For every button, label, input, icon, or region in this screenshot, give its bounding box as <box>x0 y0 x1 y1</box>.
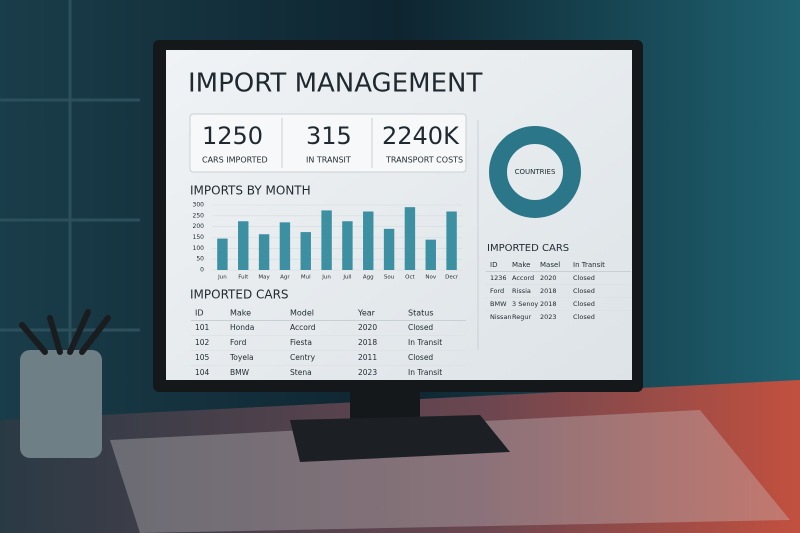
table-cell: 1236 <box>490 274 507 282</box>
table-cell: Closed <box>408 353 433 362</box>
pens <box>19 309 111 355</box>
table-cell: Closed <box>573 287 595 295</box>
table-cell: Ford <box>490 287 504 295</box>
column-header: Model <box>290 309 314 318</box>
table-cell: Closed <box>573 313 595 321</box>
column-header: Masel <box>540 261 560 269</box>
blueprint <box>110 410 790 533</box>
x-tick-label: Agg <box>363 275 374 281</box>
table-cell: Centry <box>290 353 316 362</box>
bar <box>258 234 270 270</box>
y-tick-label: 50 <box>196 256 204 263</box>
pen-cup <box>20 350 102 458</box>
y-tick-label: 250 <box>193 212 205 219</box>
table-title: IMPORTED CARS <box>190 288 289 302</box>
monitor-base <box>290 415 510 462</box>
table-cell: BMW <box>490 300 507 308</box>
table-cell: Honda <box>230 323 254 332</box>
column-header: In Transit <box>573 261 605 269</box>
bar <box>321 210 332 270</box>
bar <box>425 239 436 270</box>
table-cell: Fiesta <box>290 338 312 347</box>
column-header: Make <box>512 261 530 269</box>
kpi-label: CARS IMPORTED <box>202 156 268 165</box>
dashboard-title: IMPORT MANAGEMENT <box>188 69 482 99</box>
kpi-value: 315 <box>306 122 352 150</box>
x-tick-label: Mul <box>301 275 311 281</box>
table-cell: 2020 <box>540 274 557 282</box>
donut <box>489 126 581 218</box>
x-tick-label: Agr <box>280 275 290 281</box>
table-cell: Accord <box>290 323 316 332</box>
y-tick-label: 300 <box>193 202 205 209</box>
y-tick-label: 150 <box>193 234 205 241</box>
column-header: Year <box>357 309 376 318</box>
bar <box>446 211 457 270</box>
kpi-label: TRANSPORT COSTS <box>385 156 463 165</box>
kpi-value: 2240K <box>382 122 460 150</box>
table-cell: BMW <box>230 368 250 377</box>
column-header: ID <box>195 309 204 318</box>
bar <box>279 222 291 270</box>
table-cell: Ford <box>230 338 247 347</box>
kpi-label: IN TRANSIT <box>306 156 351 165</box>
bar <box>238 221 249 270</box>
table-cell: 3 Senoy <box>512 300 538 308</box>
table-title: IMPORTED CARS <box>487 243 569 254</box>
column-header: Make <box>230 309 251 318</box>
table-cell: 101 <box>195 323 210 332</box>
table-cell: In Transit <box>408 368 442 377</box>
y-tick-label: 0 <box>200 267 204 274</box>
table-cell: 2023 <box>540 313 557 321</box>
screen <box>166 50 632 380</box>
x-tick-label: May <box>258 275 270 281</box>
table-cell: Accord <box>512 274 534 282</box>
table-cell: 2018 <box>358 338 377 347</box>
table-cell: Closed <box>573 274 595 282</box>
column-header: ID <box>490 261 497 269</box>
chart-title: IMPORTS BY MONTH <box>190 184 311 198</box>
table-cell: Toyela <box>229 353 254 362</box>
table-cell: 2011 <box>358 353 377 362</box>
table-cell: Nissan <box>490 313 512 321</box>
x-tick-label: Jun <box>321 275 331 281</box>
table-cell: 2020 <box>358 323 377 332</box>
bar <box>363 211 374 270</box>
x-tick-label: Jull <box>342 275 352 281</box>
x-tick-label: Nov <box>425 275 436 281</box>
bar <box>217 238 228 270</box>
table-cell: 2018 <box>540 300 557 308</box>
bar <box>383 228 395 270</box>
table-cell: In Transit <box>408 338 442 347</box>
x-tick-label: Fult <box>238 275 249 281</box>
x-tick-label: Jun <box>217 275 227 281</box>
table-cell: 2023 <box>358 368 377 377</box>
kpi-panel <box>189 113 467 173</box>
x-tick-label: Oct <box>405 275 415 281</box>
x-tick-label: Decr <box>445 275 459 281</box>
table-cell: 102 <box>195 338 210 347</box>
donut-label: COUNTRIES <box>515 168 556 176</box>
table-cell: 2018 <box>540 287 557 295</box>
table-cell: 104 <box>195 368 210 377</box>
table-cell: 105 <box>195 353 210 362</box>
kpi-value: 1250 <box>202 122 263 150</box>
table-cell: Closed <box>573 300 595 308</box>
bar <box>342 221 353 270</box>
table-cell: Regur <box>512 313 531 321</box>
bar <box>404 207 416 270</box>
table-cell: Stena <box>290 368 312 377</box>
y-tick-label: 100 <box>193 245 205 252</box>
table-cell: Rissia <box>512 287 531 295</box>
x-tick-label: Sou <box>384 275 394 281</box>
bar <box>300 232 311 270</box>
y-tick-label: 200 <box>193 223 205 230</box>
table-cell: Closed <box>408 323 433 332</box>
column-header: Status <box>408 309 434 318</box>
